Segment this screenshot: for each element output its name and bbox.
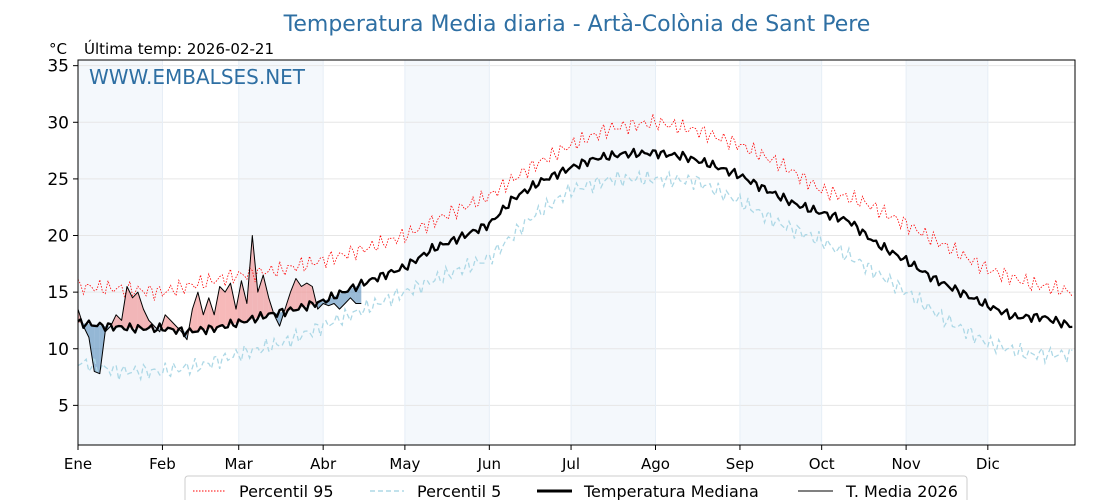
legend-label-p5: Percentil 5 <box>417 482 501 500</box>
above-median-fill <box>241 280 247 322</box>
month-shade-Nov <box>906 60 988 445</box>
x-tick-label-Abr: Abr <box>310 455 337 473</box>
above-median-fill <box>203 297 209 330</box>
above-median-fill <box>230 283 236 325</box>
x-tick-label-Sep: Sep <box>726 455 754 473</box>
series-lines <box>77 113 1073 382</box>
above-median-fill <box>165 314 171 330</box>
below-median-fill <box>350 286 356 304</box>
below-median-fill <box>94 324 100 374</box>
y-tick-label-35: 35 <box>47 57 69 77</box>
above-median-fill <box>306 283 313 306</box>
x-tick-label-Mar: Mar <box>225 455 254 473</box>
month-shade-Ene <box>78 60 163 445</box>
above-median-fill <box>214 286 220 329</box>
x-tick-label-Jul: Jul <box>561 455 580 473</box>
legend: Percentil 95 Percentil 5 Temperatura Med… <box>184 475 968 500</box>
y-tick-label-5: 5 <box>58 396 69 416</box>
above-median-fill <box>127 286 133 329</box>
above-median-fill <box>137 292 144 329</box>
above-median-fill <box>197 292 204 331</box>
y-axis-unit-label: °C <box>49 40 67 58</box>
above-median-fill <box>290 278 296 311</box>
above-median-fill <box>301 283 307 308</box>
y-tick-label-15: 15 <box>47 283 69 303</box>
below-median-fill <box>88 324 95 372</box>
above-median-fill <box>143 309 149 329</box>
x-tick-label-Ago: Ago <box>641 455 670 473</box>
x-tick-label-May: May <box>389 455 420 473</box>
y-tick-label-30: 30 <box>47 113 69 133</box>
above-median-fill <box>263 275 269 317</box>
legend-label-current: T. Media 2026 <box>845 482 958 500</box>
plot-frame <box>77 59 1076 446</box>
last-temp-label: Última temp: 2026-02-21 <box>84 39 274 58</box>
y-tick-label-10: 10 <box>47 340 69 360</box>
above-median-fill <box>208 297 215 329</box>
x-tick-label-Oct: Oct <box>809 455 835 473</box>
series-percentil-95 <box>77 113 1073 301</box>
above-median-fill <box>225 283 231 326</box>
above-median-fill <box>257 275 264 318</box>
y-axis-ticks: 5 10 15 20 25 30 35 <box>47 57 78 416</box>
legend-label-p95: Percentil 95 <box>239 482 334 500</box>
above-median-fill <box>192 292 198 332</box>
above-median-fill <box>252 235 258 320</box>
series-t-media-2026 <box>77 235 362 375</box>
month-shading <box>78 60 988 445</box>
y-tick-label-25: 25 <box>47 170 69 190</box>
watermark: WWW.EMBALSES.NET <box>89 65 306 89</box>
x-axis-ticks: Ene Feb Mar Abr May Jun Jul Ago Sep Oct Nov Dic <box>64 445 1000 473</box>
series-percentil-5 <box>77 168 1073 382</box>
above-median-fill <box>236 280 242 324</box>
x-tick-label-Ene: Ene <box>64 455 92 473</box>
month-shade-May <box>404 60 490 445</box>
month-shade-Sep <box>739 60 822 445</box>
y-tick-label-20: 20 <box>47 227 69 247</box>
x-tick-label-Dic: Dic <box>976 455 1000 473</box>
legend-box <box>184 475 968 500</box>
above-median-fill <box>116 314 122 328</box>
month-shade-Jul <box>571 60 656 445</box>
x-tick-label-Nov: Nov <box>891 455 920 473</box>
chart-title: Temperatura Media diaria - Artà-Colònia … <box>283 12 871 37</box>
above-median-fill <box>219 286 226 328</box>
above-median-fill <box>295 278 302 310</box>
legend-label-median: Temperatura Mediana <box>583 482 759 500</box>
series-temperatura-mediana <box>77 147 1073 338</box>
x-tick-label-Feb: Feb <box>149 455 176 473</box>
x-tick-label-Jun: Jun <box>477 455 501 473</box>
above-median-fill <box>132 292 138 329</box>
